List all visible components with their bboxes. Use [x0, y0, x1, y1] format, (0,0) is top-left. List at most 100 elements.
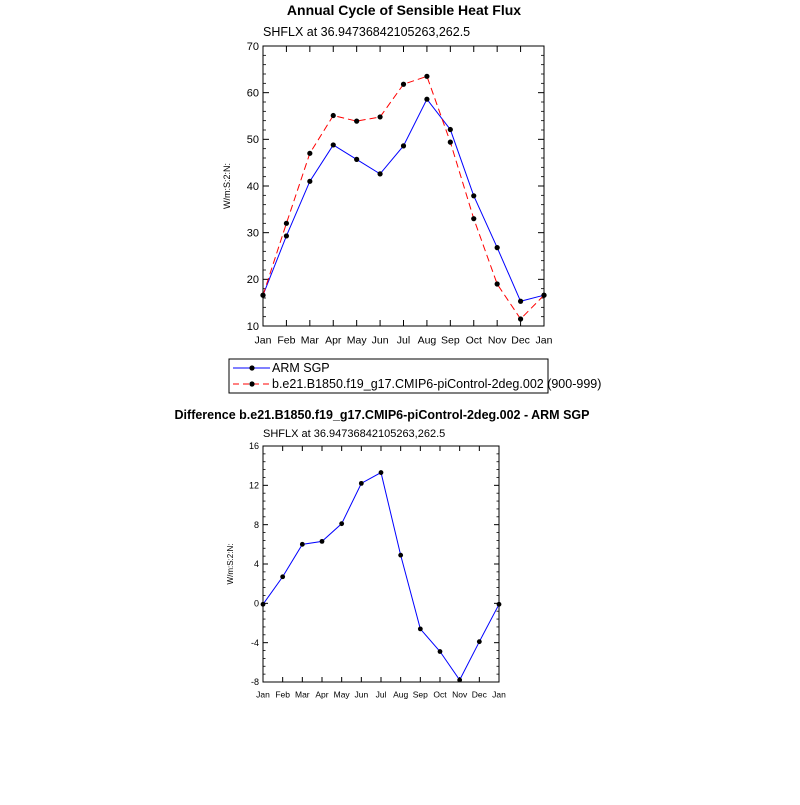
data-point-b-e21-b1850-f19-g17-cmip6-picontrol-2deg-002-900-999: [424, 73, 430, 79]
data-point-arm-sgp: [517, 298, 524, 304]
data-point-arm-sgp: [307, 178, 313, 184]
y-tick-label: 30: [247, 228, 259, 240]
data-point-b-e21-b1850-f19-g17-cmip6-picontrol-2deg-002-900-999: [283, 220, 290, 226]
data-point-difference: [378, 470, 384, 475]
data-point-difference: [280, 574, 286, 580]
data-point-arm-sgp: [400, 143, 407, 149]
x-tick-label: Apr: [325, 335, 342, 347]
chart-subtitle: SHFLX at 36.94736842105263,262.5: [263, 25, 470, 39]
legend-marker-model: [249, 381, 255, 387]
y-tick-label: 0: [254, 598, 259, 608]
series-line-difference: [262, 471, 500, 682]
x-tick-label: Aug: [393, 690, 408, 700]
data-point-b-e21-b1850-f19-g17-cmip6-picontrol-2deg-002-900-999: [377, 114, 383, 120]
plot-frame: [262, 445, 500, 683]
x-tick-label: Jun: [372, 335, 389, 347]
x-tick-label: Nov: [452, 690, 468, 700]
x-tick-label: Oct: [433, 690, 447, 700]
x-tick-label: Jul: [376, 690, 387, 700]
x-tick-label: Jan: [255, 335, 272, 347]
data-point-b-e21-b1850-f19-g17-cmip6-picontrol-2deg-002-900-999: [447, 139, 453, 145]
x-tick-label: Dec: [472, 690, 488, 700]
chart-title: Annual Cycle of Sensible Heat Flux: [287, 2, 521, 18]
chart-title: Difference b.e21.B1850.f19_g17.CMIP6-piC…: [175, 408, 590, 422]
data-point-b-e21-b1850-f19-g17-cmip6-picontrol-2deg-002-900-999: [471, 216, 477, 222]
data-point-difference: [437, 649, 443, 654]
y-tick-label: 60: [247, 88, 259, 100]
y-tick-label: 10: [247, 321, 259, 333]
y-axis-label: W/m:S:2:N:: [222, 163, 232, 209]
x-tick-label: Jan: [536, 335, 553, 347]
x-tick-labels: Jan Feb Mar Apr May Jun Jul Aug Sep Oct Nov Dec Jan: [256, 690, 506, 700]
x-tick-label: Sep: [441, 335, 460, 347]
data-point-b-e21-b1850-f19-g17-cmip6-picontrol-2deg-002-900-999: [517, 316, 524, 322]
data-point-b-e21-b1850-f19-g17-cmip6-picontrol-2deg-002-900-999: [400, 81, 407, 87]
axis-ticks: [262, 445, 500, 683]
y-tick-label: 40: [247, 181, 259, 193]
legend-marker-arm-sgp: [249, 365, 255, 371]
plot-frame: [262, 45, 545, 327]
data-point-b-e21-b1850-f19-g17-cmip6-picontrol-2deg-002-900-999: [494, 281, 500, 287]
x-tick-label: Sep: [413, 690, 428, 700]
y-tick-label: -8: [251, 677, 259, 687]
data-point-difference: [319, 538, 325, 544]
x-tick-label: May: [334, 690, 351, 700]
y-tick-label: -4: [251, 638, 259, 648]
data-point-difference: [339, 521, 345, 527]
y-tick-label: 4: [254, 559, 259, 569]
x-tick-label: Apr: [315, 690, 328, 700]
data-point-arm-sgp: [424, 96, 430, 102]
x-tick-label: Feb: [277, 335, 295, 347]
x-tick-label: Oct: [466, 335, 482, 347]
data-point-b-e21-b1850-f19-g17-cmip6-picontrol-2deg-002-900-999: [307, 150, 313, 156]
data-point-difference: [457, 677, 463, 683]
series-line-arm-sgp: [262, 98, 545, 302]
data-point-difference: [299, 541, 305, 547]
y-tick-label: 16: [249, 441, 259, 451]
y-tick-labels: -8 -4 0 4 8 12 16: [249, 441, 259, 687]
legend-box: [228, 358, 549, 394]
x-tick-label: Jul: [397, 335, 410, 347]
data-point-difference: [417, 626, 423, 632]
x-tick-label: Mar: [295, 690, 310, 700]
y-tick-label: 12: [249, 480, 259, 490]
x-tick-label: May: [347, 335, 368, 347]
data-point-b-e21-b1850-f19-g17-cmip6-picontrol-2deg-002-900-999: [354, 118, 360, 124]
data-point-difference: [476, 639, 482, 645]
legend-label-model: b.e21.B1850.f19_g17.CMIP6-piControl-2deg…: [272, 377, 601, 391]
x-tick-label: Mar: [301, 335, 320, 347]
data-point-arm-sgp: [471, 193, 477, 199]
data-point-arm-sgp: [377, 171, 383, 177]
legend: ARM SGP b.e21.B1850.f19_g17.CMIP6-piCont…: [228, 358, 601, 394]
y-tick-labels: 10 20 30 40 50 60 70: [247, 41, 259, 333]
data-point-arm-sgp: [494, 245, 500, 251]
y-tick-label: 70: [247, 41, 259, 53]
x-tick-label: Aug: [418, 335, 437, 347]
x-tick-label: Feb: [275, 690, 290, 700]
x-tick-labels: Jan Feb Mar Apr May Jun Jul Aug Sep Oct Nov Dec Jan: [255, 335, 553, 347]
data-point-b-e21-b1850-f19-g17-cmip6-picontrol-2deg-002-900-999: [330, 112, 336, 119]
y-tick-label: 20: [247, 274, 259, 286]
data-point-difference: [358, 480, 364, 486]
series-line-b-e21-b1850-f19-g17-cmip6-picontrol-2deg-002-900-999: [262, 75, 545, 320]
x-tick-label: Jun: [354, 690, 368, 700]
chart-subtitle: SHFLX at 36.94736842105263,262.5: [263, 428, 445, 440]
y-tick-label: 8: [254, 520, 259, 530]
series-group: [260, 470, 502, 683]
y-axis-label: W/m:S:2:N:: [226, 544, 235, 585]
data-point-arm-sgp: [447, 126, 453, 133]
data-point-arm-sgp: [283, 233, 290, 239]
legend-label-arm-sgp: ARM SGP: [272, 361, 330, 375]
axis-ticks: [262, 45, 545, 327]
x-tick-label: Nov: [488, 335, 507, 347]
x-tick-label: Jan: [492, 690, 506, 700]
difference-chart: Difference b.e21.B1850.f19_g17.CMIP6-piC…: [175, 408, 590, 700]
series-group: [260, 73, 547, 322]
y-tick-label: 50: [247, 134, 259, 146]
annual-cycle-chart: Annual Cycle of Sensible Heat Flux SHFLX…: [222, 2, 601, 394]
data-point-arm-sgp: [330, 142, 336, 148]
data-point-arm-sgp: [354, 156, 360, 162]
x-tick-label: Jan: [256, 690, 270, 700]
